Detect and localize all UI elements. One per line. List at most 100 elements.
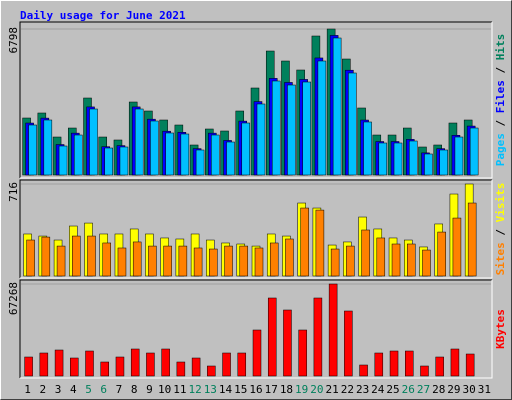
bar [376, 237, 386, 277]
x-tick-label: 24 [371, 383, 385, 396]
bar [74, 134, 83, 176]
bar [237, 352, 247, 377]
bar [163, 245, 172, 277]
bar [226, 141, 235, 176]
x-tick-label: 29 [447, 383, 460, 396]
x-tick-label: 20 [310, 383, 323, 396]
bar [317, 60, 327, 176]
bar [409, 140, 418, 176]
bar [224, 245, 233, 277]
bar [420, 365, 429, 377]
bar [70, 357, 79, 377]
bar [271, 80, 281, 176]
bar [209, 248, 218, 277]
bar [467, 202, 477, 277]
x-tick-label: 14 [219, 383, 233, 396]
bar [115, 356, 125, 377]
bar [361, 229, 370, 277]
bar [41, 236, 51, 277]
legend-entry: Pages [494, 133, 507, 166]
bar [315, 209, 325, 277]
bar [452, 217, 462, 277]
x-tick-label: 13 [204, 383, 217, 396]
bar [344, 310, 353, 377]
legend-separator: / [494, 222, 507, 242]
legend-separator: / [494, 113, 507, 133]
x-tick-label: 17 [265, 383, 278, 396]
x-tick-label: 9 [146, 383, 153, 396]
bar [165, 132, 174, 176]
bar [176, 361, 186, 377]
x-tick-label: 21 [326, 383, 339, 396]
bar [134, 108, 144, 176]
frame-light [20, 180, 493, 279]
bar [72, 235, 81, 277]
bar [298, 329, 307, 377]
bar [56, 245, 66, 277]
bar [146, 352, 155, 377]
x-tick-label: 23 [356, 383, 369, 396]
legend-entry: Visits [494, 183, 507, 223]
bar [391, 243, 401, 277]
x-tick-label: 11 [173, 383, 186, 396]
x-tick-label: 8 [131, 383, 138, 396]
frame-light [20, 22, 493, 179]
bar [148, 245, 157, 277]
bar [222, 352, 231, 377]
bar [85, 350, 94, 377]
bar [424, 153, 433, 176]
bar [161, 348, 170, 377]
bar [178, 245, 188, 277]
bar [269, 242, 279, 277]
bar [330, 248, 340, 277]
x-tick-label: 27 [417, 383, 430, 396]
bar [211, 134, 220, 176]
frame-dark [19, 179, 492, 278]
bar [332, 37, 342, 176]
bar [252, 329, 262, 377]
bar [454, 136, 464, 176]
legend-entry: Files [494, 80, 507, 113]
bar [437, 231, 446, 277]
x-tick-label: 6 [100, 383, 107, 396]
x-tick-label: 16 [249, 383, 262, 396]
x-tick-label: 22 [341, 383, 354, 396]
bar [439, 149, 448, 176]
x-tick-label: 7 [116, 383, 123, 396]
x-tick-label: 3 [55, 383, 62, 396]
bar [241, 122, 251, 176]
bar [267, 297, 277, 377]
bar [87, 235, 96, 277]
bar [313, 297, 323, 377]
bar [119, 146, 129, 176]
frame-dark [19, 21, 492, 178]
bar [150, 120, 159, 176]
x-tick-label: 19 [295, 383, 308, 396]
x-tick-label: 25 [386, 383, 399, 396]
x-tick-label: 4 [70, 383, 77, 396]
bar [348, 72, 357, 176]
bar [422, 249, 431, 277]
bar [132, 241, 142, 277]
y-tick-label: 716 [7, 182, 20, 202]
bar [193, 247, 203, 277]
bar [328, 283, 338, 377]
bar [104, 147, 113, 176]
bar [180, 133, 190, 176]
x-tick-label: 10 [158, 383, 171, 396]
y-tick-label: 6798 [7, 27, 20, 54]
bar [130, 348, 140, 377]
bar [117, 247, 127, 277]
x-tick-label: 5 [85, 383, 92, 396]
x-tick-label: 30 [463, 383, 476, 396]
frame-dark [19, 279, 492, 378]
y-tick-label: 67268 [7, 282, 20, 315]
bar [465, 353, 475, 377]
bar [407, 243, 416, 277]
bar [374, 352, 384, 377]
bar [58, 145, 68, 176]
bar [405, 350, 414, 377]
bar [39, 352, 49, 377]
bar [389, 350, 399, 377]
